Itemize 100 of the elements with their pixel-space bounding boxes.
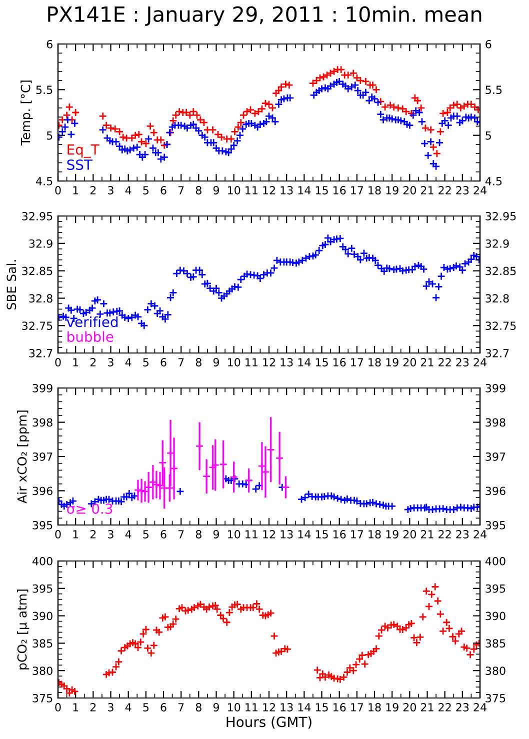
y-tick-label: 400 — [32, 556, 52, 566]
y2-tick-label: 399 — [486, 384, 506, 392]
y2-tick-label: 395 — [486, 520, 506, 530]
x-tick-label: 24 — [474, 530, 486, 538]
x-tick-label: 21 — [420, 703, 434, 712]
x-tick-label: 15 — [316, 530, 328, 538]
x-tick-label: 20 — [403, 358, 416, 366]
x-tick-label: 24 — [474, 186, 486, 194]
y-tick-label: 395 — [32, 584, 52, 593]
x-tick-label: 14 — [298, 186, 311, 194]
y-axis-title: SBE Sal. — [6, 260, 16, 310]
x-tick-label: 20 — [403, 703, 416, 712]
y-tick-label: 5 — [46, 131, 52, 140]
x-tick-label: 18 — [368, 358, 381, 366]
x-tick-label: 1 — [73, 703, 78, 712]
x-tick-label: 13 — [280, 703, 293, 712]
y2-tick-label: 395 — [486, 584, 506, 593]
x-tick-label: 21 — [420, 530, 434, 538]
x-tick-label: 3 — [108, 358, 114, 366]
y2-tick-label: 385 — [486, 639, 506, 648]
x-tick-label: 23 — [456, 186, 469, 194]
x-tick-label: 6 — [160, 530, 166, 538]
x-tick-label: 17 — [351, 186, 364, 194]
y-tick-label: 6 — [46, 40, 52, 48]
x-tick-label: 19 — [386, 358, 398, 366]
x-tick-label: 5 — [143, 530, 148, 538]
x-tick-label: 2 — [90, 358, 96, 366]
y2-tick-label: 32.95 — [486, 212, 516, 220]
x-tick-label: 0 — [55, 186, 61, 194]
y-axis-title: Temp. [°C] — [20, 80, 33, 146]
x-tick-label: 22 — [438, 186, 451, 194]
x-tick-label: 7 — [178, 703, 184, 712]
x-tick-label: 0 — [55, 358, 61, 366]
x-tick-label: 8 — [196, 358, 202, 366]
x-tick-label: 0 — [55, 703, 61, 712]
y2-tick-label: 32.85 — [486, 266, 516, 276]
x-tick-label: 19 — [386, 703, 398, 712]
x-tick-label: 2 — [90, 186, 96, 194]
x-tick-label: 12 — [263, 186, 275, 194]
y2-tick-label: 32.9 — [486, 239, 509, 248]
y2-tick-label: 6 — [486, 40, 492, 48]
y-tick-label: 385 — [32, 639, 52, 648]
x-tick-label: 18 — [368, 703, 381, 712]
x-tick-label: 22 — [438, 703, 451, 712]
y2-tick-label: 5.5 — [486, 86, 502, 94]
x-tick-label: 8 — [196, 530, 202, 538]
y-axis-title: Air xCO₂ [ppm] — [17, 410, 30, 504]
x-tick-label: 23 — [456, 530, 469, 538]
y-tick-label: 5.5 — [36, 86, 52, 94]
y-tick-label: 390 — [32, 612, 52, 620]
x-tick-label: 23 — [456, 703, 469, 712]
x-tick-label: 6 — [160, 186, 166, 194]
series-label: verified — [66, 316, 118, 328]
x-tick-label: 8 — [196, 703, 202, 712]
x-tick-label: 1 — [73, 186, 78, 194]
x-tick-label: 20 — [403, 186, 416, 194]
y-tick-label: 4.5 — [36, 177, 52, 186]
x-tick-label: 7 — [178, 530, 184, 538]
x-tick-label: 7 — [178, 358, 184, 366]
y-tick-label: 32.8 — [29, 294, 52, 303]
x-tick-label: 12 — [263, 703, 275, 712]
x-tick-label: 10 — [228, 358, 240, 366]
x-tick-label: 20 — [403, 530, 416, 538]
y-tick-label: 375 — [32, 694, 52, 702]
y-tick-label: 380 — [32, 666, 52, 675]
x-tick-label: 19 — [386, 530, 398, 538]
x-tick-label: 6 — [160, 358, 166, 366]
x-tick-label: 6 — [160, 703, 166, 712]
x-tick-label: 18 — [368, 186, 381, 194]
y-tick-label: 32.7 — [29, 348, 52, 358]
x-tick-label: 9 — [213, 358, 220, 366]
y-tick-label: 397 — [32, 452, 52, 461]
y2-tick-label: 397 — [486, 452, 506, 461]
x-tick-label: 16 — [333, 186, 346, 194]
x-tick-label: 14 — [298, 530, 311, 538]
x-tick-label: 17 — [351, 358, 364, 366]
x-tick-label: 12 — [263, 358, 275, 366]
x-tick-label: 9 — [213, 530, 220, 538]
x-tick-label: 10 — [228, 186, 240, 194]
x-tick-label: 5 — [143, 358, 148, 366]
chart-title: PX141E : January 29, 2011 : 10min. mean — [48, 6, 482, 26]
x-tick-label: 10 — [228, 703, 240, 712]
y2-tick-label: 400 — [485, 556, 506, 566]
series-label: SST — [67, 159, 92, 170]
x-tick-label: 18 — [368, 530, 381, 538]
y2-tick-label: 32.7 — [486, 348, 509, 358]
y-tick-label: 399 — [32, 384, 52, 392]
x-tick-label: 4 — [125, 703, 132, 712]
x-tick-label: 15 — [316, 358, 328, 366]
x-tick-label: 3 — [108, 186, 114, 194]
x-tick-label: 16 — [333, 530, 346, 538]
x-tick-label: 11 — [246, 186, 258, 194]
x-tick-label: 12 — [263, 530, 275, 538]
y2-tick-label: 375 — [486, 694, 506, 702]
y-tick-label: 32.75 — [22, 322, 52, 330]
x-tick-label: 1 — [73, 530, 78, 538]
x-tick-label: 2 — [90, 530, 96, 538]
x-tick-label: 14 — [298, 358, 311, 366]
y2-tick-label: 398 — [486, 418, 506, 427]
y2-tick-label: 4.5 — [485, 177, 502, 186]
